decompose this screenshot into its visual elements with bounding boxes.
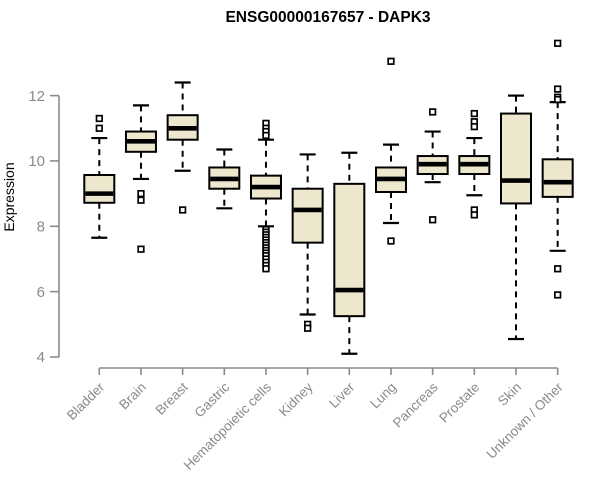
box-skin: [500, 94, 532, 341]
outlier-point: [137, 245, 145, 253]
x-tick-label: Skin: [495, 380, 524, 409]
outlier-point: [387, 57, 395, 65]
box-breast: [166, 81, 199, 214]
outlier-point: [470, 122, 478, 131]
x-tick-label: Prostate: [436, 380, 482, 426]
outlier-point: [554, 291, 562, 299]
box-prostate: [458, 109, 491, 219]
outlier-point: [262, 131, 270, 140]
y-tick-label: 10: [28, 153, 45, 170]
y-tick-label: 4: [37, 349, 45, 366]
box-lung: [374, 57, 407, 245]
x-tick-label: Gastric: [192, 379, 233, 420]
box-bladder: [83, 114, 116, 239]
outlier-point: [470, 211, 478, 219]
outlier-point: [554, 95, 562, 104]
x-tick-label: Unknown / Other: [484, 379, 567, 462]
x-tick-label: Breast: [153, 379, 191, 417]
y-tick-label: 6: [37, 284, 45, 301]
y-tick-label: 8: [37, 219, 45, 236]
outlier-point: [470, 109, 478, 118]
outlier-point: [137, 196, 145, 204]
outlier-point: [137, 189, 145, 198]
iqr-box: [333, 182, 366, 318]
box-brain: [124, 104, 157, 253]
x-tick-label: Kidney: [276, 379, 316, 419]
box-liver: [333, 151, 366, 355]
iqr-box: [541, 158, 574, 198]
y-axis-title: Expression: [1, 162, 17, 231]
x-tick-label: Pancreas: [390, 379, 441, 430]
outlier-point: [387, 237, 395, 245]
chart-title: ENSG00000167657 - DAPK3: [225, 9, 430, 26]
iqr-box: [291, 187, 324, 244]
outlier-point: [304, 324, 312, 332]
outlier-point: [262, 265, 270, 273]
box-unknown-other: [541, 39, 574, 299]
outlier-point: [554, 39, 562, 47]
outlier-point: [95, 124, 103, 132]
x-tick-label: Liver: [326, 379, 358, 411]
box-pancreas: [416, 108, 449, 224]
outlier-point: [554, 265, 562, 273]
box-hematopoietic-cells: [249, 119, 282, 273]
x-tick-label: Brain: [116, 380, 149, 413]
iqr-box: [500, 112, 532, 205]
boxes-layer: [83, 39, 574, 355]
outlier-point: [429, 216, 437, 224]
x-tick-label: Lung: [367, 380, 399, 412]
y-tick-label: 12: [28, 88, 45, 105]
outlier-point: [429, 108, 437, 116]
x-tick-label: Bladder: [64, 379, 108, 423]
outlier-point: [178, 206, 187, 214]
box-kidney: [291, 153, 324, 332]
outlier-point: [554, 85, 562, 93]
iqr-box: [83, 174, 116, 204]
box-gastric: [208, 148, 241, 210]
outlier-point: [95, 114, 103, 123]
